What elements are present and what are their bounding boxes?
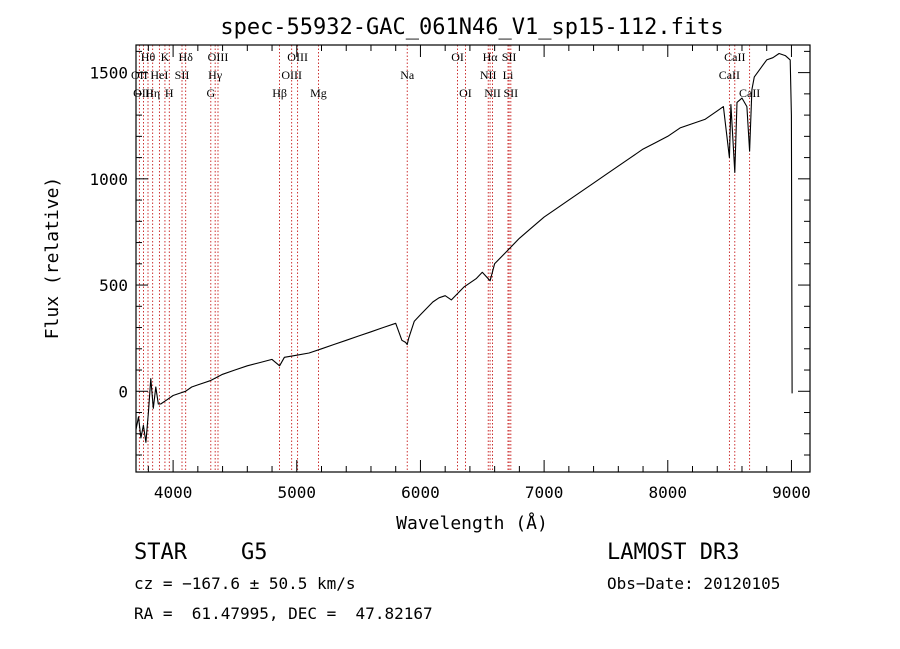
observation-date: Obs−Date: 20120105 bbox=[607, 574, 781, 593]
spectral-line-label: OII bbox=[131, 68, 148, 82]
spectral-line-label: OIII bbox=[208, 50, 229, 64]
spectral-line-label: H bbox=[165, 86, 174, 100]
spectral-line-label: OIII bbox=[133, 86, 154, 100]
redshift-velocity: cz = −167.6 ± 50.5 km/s bbox=[134, 574, 356, 593]
spectral-line-label: OIII bbox=[287, 50, 308, 64]
spectral-line-label: CaII bbox=[739, 86, 760, 100]
y-tick-label: 1000 bbox=[89, 170, 128, 189]
spectrum-series-flux bbox=[135, 52, 793, 443]
spectral-line-label: G bbox=[206, 86, 215, 100]
spectral-line-label: Hη bbox=[145, 86, 160, 100]
x-tick-label: 5000 bbox=[278, 483, 317, 502]
x-tick-label: 4000 bbox=[154, 483, 193, 502]
spectral-line-label: Li bbox=[503, 68, 514, 82]
spectral-line-label: Hγ bbox=[208, 68, 223, 82]
object-class: STAR bbox=[134, 540, 187, 565]
coordinates: RA = 61.47995, DEC = 47.82167 bbox=[134, 604, 433, 623]
y-tick-label: 0 bbox=[118, 382, 128, 401]
emission-lines-layer bbox=[138, 45, 751, 472]
y-tick-label: 500 bbox=[99, 276, 128, 295]
y-tick-label: 1500 bbox=[89, 64, 128, 83]
x-tick-label: 6000 bbox=[401, 483, 440, 502]
x-axis-label: Wavelength (Å) bbox=[396, 512, 548, 534]
spectral-line-label: Mg bbox=[310, 86, 327, 100]
spectral-line-label: K bbox=[161, 50, 170, 64]
plot-frame bbox=[135, 44, 811, 473]
spectral-line-label: OI bbox=[451, 50, 464, 64]
spectral-line-label: OIII bbox=[281, 68, 302, 82]
x-tick-label: 8000 bbox=[649, 483, 688, 502]
spectral-line-label: Hδ bbox=[179, 50, 194, 64]
object-subclass: G5 bbox=[241, 540, 268, 565]
spectral-line-label: Hθ bbox=[141, 50, 156, 64]
x-tick-label: 7000 bbox=[525, 483, 564, 502]
spectral-line-label: Hβ bbox=[272, 86, 287, 100]
spectrum-curve-layer bbox=[135, 52, 793, 443]
spectral-line-label: Na bbox=[400, 68, 415, 82]
spectral-line-label: SII bbox=[175, 68, 190, 82]
spectral-line-label: SII bbox=[502, 50, 517, 64]
spectral-line-label: NII bbox=[480, 68, 497, 82]
spectral-line-label: CaII bbox=[719, 68, 740, 82]
y-axis-label: Flux (relative) bbox=[42, 177, 63, 340]
spectral-line-label: NII bbox=[484, 86, 501, 100]
x-tick-label: 9000 bbox=[772, 483, 811, 502]
spectral-line-label: SII bbox=[504, 86, 519, 100]
survey-name: LAMOST DR3 bbox=[607, 540, 740, 565]
spectral-line-label: OI bbox=[459, 86, 472, 100]
spectral-line-label: CaII bbox=[724, 50, 745, 64]
axis-ticks-layer: 4000 5000 6000 7000 8000 9000 0 500 1000 1500 bbox=[89, 45, 811, 502]
spectral-line-label: Hα bbox=[483, 50, 499, 64]
chart-title: spec-55932-GAC_061N46_V1_sp15-112.fits bbox=[220, 15, 723, 40]
spectral-line-label: HeI bbox=[150, 68, 168, 82]
